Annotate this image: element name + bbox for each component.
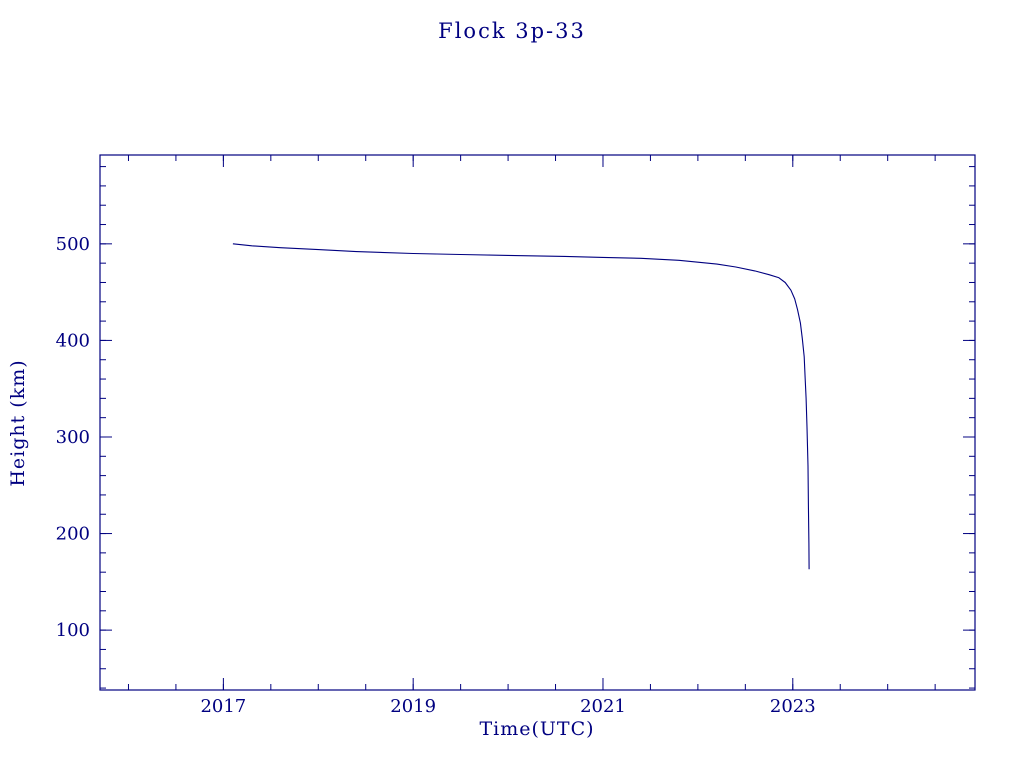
y-tick-label: 400	[56, 330, 90, 351]
y-tick-label: 100	[56, 620, 90, 641]
plot-border	[99, 154, 976, 691]
y-tick-label: 500	[56, 234, 90, 255]
x-axis-label: Time(UTC)	[479, 718, 594, 740]
x-tick-label: 2023	[770, 696, 816, 717]
y-tick-label: 200	[56, 524, 90, 545]
data-line	[232, 243, 810, 570]
chart-title: Flock 3p-33	[438, 19, 586, 43]
x-tick-label: 2017	[200, 696, 246, 717]
x-tick-label: 2021	[580, 696, 626, 717]
y-tick-label: 300	[56, 427, 90, 448]
x-tick-label: 2019	[390, 696, 436, 717]
y-axis-label: Height (km)	[7, 359, 29, 486]
